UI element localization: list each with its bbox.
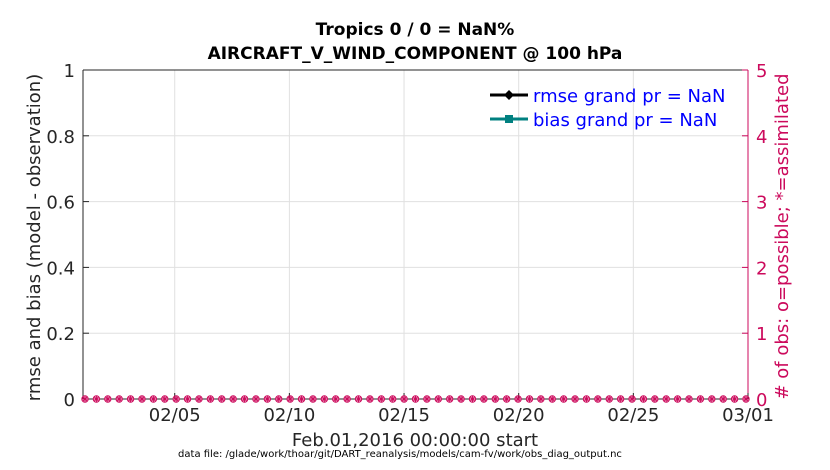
x-axis-label: Feb.01,2016 00:00:00 start (291, 430, 539, 451)
obs-assimilated-marker (560, 395, 568, 403)
chart-subtitle: AIRCRAFT_V_WIND_COMPONENT @ 100 hPa (207, 44, 623, 64)
obs-assimilated-marker (309, 395, 317, 403)
obs-assimilated-marker (617, 395, 625, 403)
obs-assimilated-marker (594, 395, 602, 403)
y-tick-label: 0.2 (46, 324, 75, 345)
y-tick-label: 0.8 (46, 127, 75, 148)
obs-assimilated-marker (298, 395, 305, 403)
obs-assimilated-marker (81, 395, 89, 403)
obs-assimilated-marker (377, 395, 385, 403)
obs-assimilated-marker (640, 395, 647, 403)
obs-assimilated-marker (400, 395, 408, 403)
obs-assimilated-marker (149, 395, 157, 403)
obs-assimilated-marker (457, 395, 465, 403)
obs-assimilated-marker (446, 395, 454, 403)
data-file-caption: data file: /glade/work/thoar/git/DART_re… (178, 449, 622, 460)
y-axis-label: rmse and bias (model - observation) (24, 74, 45, 401)
x-tick-label: 02/15 (378, 405, 430, 426)
obs-assimilated-marker (491, 395, 499, 403)
obs-assimilated-marker (697, 395, 704, 403)
y2-tick-label: 0 (756, 390, 767, 411)
obs-assimilated-marker (469, 395, 476, 403)
obs-assimilated-marker (583, 395, 590, 403)
obs-assimilated-marker (229, 395, 237, 403)
legend-rmse-label: rmse grand pr = NaN (533, 86, 726, 107)
obs-assimilated-marker (662, 395, 670, 403)
y2-tick-label: 3 (756, 193, 767, 214)
obs-assimilated-marker (685, 395, 693, 403)
obs-assimilated-marker (412, 395, 419, 403)
obs-assimilated-marker (503, 395, 511, 403)
obs-assimilated-marker (138, 395, 146, 403)
x-tick-label: 03/01 (722, 405, 774, 426)
x-tick-label: 02/20 (493, 405, 545, 426)
y-tick-label: 0.6 (46, 193, 75, 214)
y2-tick-label: 1 (756, 324, 767, 345)
obs-assimilated-marker (206, 395, 214, 403)
legend-bias-label: bias grand pr = NaN (533, 110, 717, 131)
obs-assimilated-marker (731, 395, 739, 403)
legend-bias-marker (505, 115, 513, 123)
obs-assimilated-marker (92, 395, 100, 403)
obs-assimilated-marker (389, 395, 397, 403)
obs-assimilated-marker (286, 395, 294, 403)
obs-assimilated-marker (161, 395, 169, 403)
obs-assimilated-marker (184, 395, 191, 403)
y-tick-label: 1 (64, 61, 75, 82)
obs-assimilated-marker (742, 395, 750, 403)
obs-assimilated-marker (115, 395, 123, 403)
obs-assimilated-marker (651, 395, 659, 403)
obs-assimilated-marker (366, 395, 374, 403)
obs-assimilated-marker (320, 395, 328, 403)
y-tick-label: 0 (64, 390, 75, 411)
y2-tick-label: 2 (756, 258, 767, 279)
x-tick-label: 02/25 (607, 405, 659, 426)
y2-tick-label: 5 (756, 61, 767, 82)
x-tick-label: 02/05 (149, 405, 201, 426)
obs-assimilated-marker (355, 395, 362, 403)
y2-axis-label: # of obs: o=possible; *=assimilated (772, 73, 793, 399)
y2-tick-label: 4 (756, 127, 767, 148)
obs-assimilated-marker (719, 395, 727, 403)
obs-assimilated-marker (548, 395, 556, 403)
obs-assimilated-marker (104, 395, 112, 403)
obs-assimilated-marker (514, 395, 522, 403)
chart-title: Tropics 0 / 0 = NaN% (315, 20, 515, 40)
obs-assimilated-marker (241, 395, 248, 403)
obs-assimilated-marker (195, 395, 203, 403)
obs-assimilated-marker (708, 395, 716, 403)
obs-assimilated-marker (252, 395, 260, 403)
legend-rmse-marker (504, 90, 514, 100)
obs-assimilated-marker (537, 395, 545, 403)
obs-assimilated-marker (343, 395, 351, 403)
obs-assimilated-marker (218, 395, 226, 403)
obs-assimilated-marker (480, 395, 488, 403)
obs-assimilated-marker (526, 395, 533, 403)
obs-assimilated-marker (628, 395, 636, 403)
obs-assimilated-marker (263, 395, 271, 403)
obs-assimilated-marker (332, 395, 340, 403)
obs-assimilated-marker (434, 395, 442, 403)
y-tick-label: 0.4 (46, 258, 75, 279)
obs-assimilated-marker (423, 395, 431, 403)
obs-assimilated-marker (571, 395, 579, 403)
obs-assimilated-marker (172, 395, 180, 403)
obs-assimilated-marker (605, 395, 613, 403)
x-tick-label: 02/10 (263, 405, 315, 426)
obs-assimilated-marker (127, 395, 134, 403)
obs-assimilated-marker (275, 395, 283, 403)
obs-assimilated-marker (674, 395, 682, 403)
